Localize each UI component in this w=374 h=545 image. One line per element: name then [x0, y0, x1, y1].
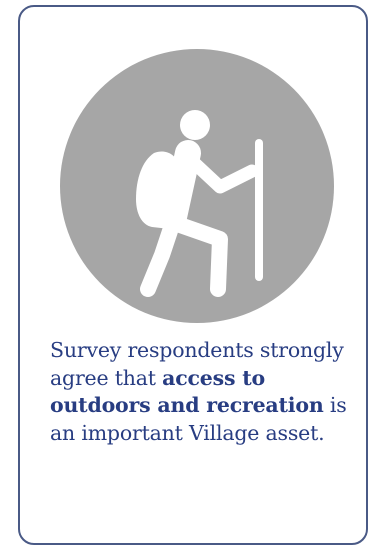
caption-outro: is an important Village asset.: [50, 393, 347, 445]
hiker-icon: [136, 110, 263, 297]
infographic-card: Survey respondents strongly agree that a…: [18, 5, 368, 545]
icon-circle: [60, 49, 334, 323]
caption-text: Survey respondents strongly agree that a…: [50, 337, 362, 447]
caption-intro: Survey respondents strongly agree that: [50, 338, 344, 390]
caption-emphasis: access to outdoors and recreation: [50, 365, 324, 418]
